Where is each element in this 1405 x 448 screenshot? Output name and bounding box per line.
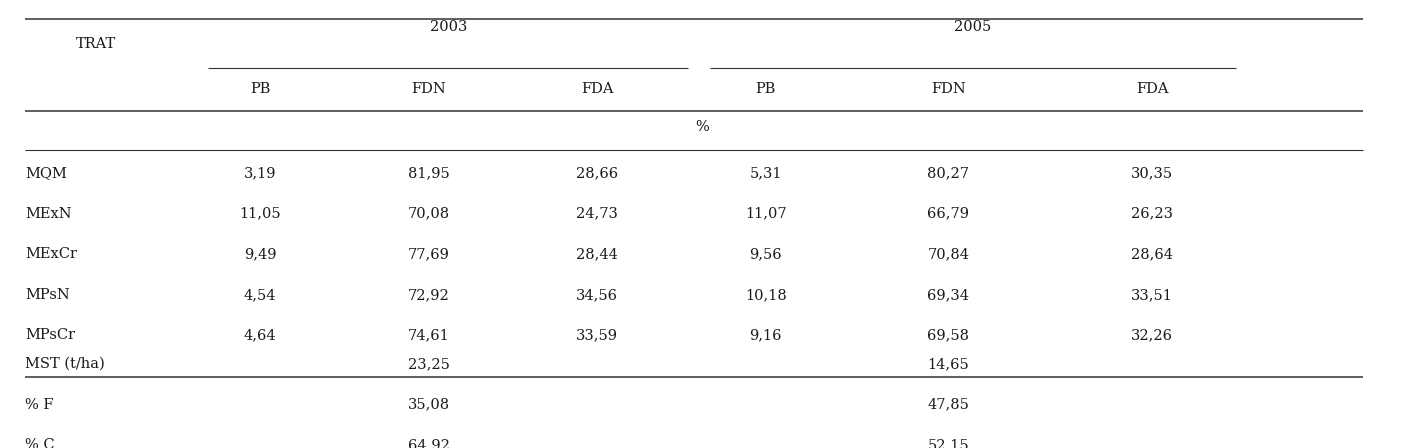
Text: 66,79: 66,79: [927, 207, 969, 221]
Text: 23,25: 23,25: [407, 357, 450, 371]
Text: 10,18: 10,18: [745, 288, 787, 302]
Text: 9,49: 9,49: [243, 247, 277, 261]
Text: % F: % F: [25, 398, 53, 412]
Text: 70,84: 70,84: [927, 247, 969, 261]
Text: PB: PB: [250, 82, 270, 96]
Text: 11,05: 11,05: [239, 207, 281, 221]
Text: 33,59: 33,59: [576, 328, 618, 342]
Text: MExN: MExN: [25, 207, 72, 221]
Text: 4,54: 4,54: [243, 288, 277, 302]
Text: FDA: FDA: [1135, 82, 1169, 96]
Text: 2005: 2005: [954, 21, 992, 34]
Text: MQM: MQM: [25, 166, 67, 180]
Text: 26,23: 26,23: [1131, 207, 1173, 221]
Text: 5,31: 5,31: [749, 166, 783, 180]
Text: %: %: [695, 120, 710, 134]
Text: 80,27: 80,27: [927, 166, 969, 180]
Text: 69,34: 69,34: [927, 288, 969, 302]
Text: TRAT: TRAT: [76, 37, 115, 52]
Text: 47,85: 47,85: [927, 398, 969, 412]
Text: 77,69: 77,69: [407, 247, 450, 261]
Text: 52,15: 52,15: [927, 438, 969, 448]
Text: 69,58: 69,58: [927, 328, 969, 342]
Text: FDN: FDN: [412, 82, 445, 96]
Text: 3,19: 3,19: [243, 166, 277, 180]
Text: 4,64: 4,64: [243, 328, 277, 342]
Text: 34,56: 34,56: [576, 288, 618, 302]
Text: 81,95: 81,95: [407, 166, 450, 180]
Text: 2003: 2003: [430, 21, 466, 34]
Text: MST (t/ha): MST (t/ha): [25, 357, 105, 371]
Text: 11,07: 11,07: [745, 207, 787, 221]
Text: FDA: FDA: [580, 82, 614, 96]
Text: 33,51: 33,51: [1131, 288, 1173, 302]
Text: 9,16: 9,16: [749, 328, 783, 342]
Text: FDN: FDN: [932, 82, 965, 96]
Text: 28,44: 28,44: [576, 247, 618, 261]
Text: MExCr: MExCr: [25, 247, 77, 261]
Text: 14,65: 14,65: [927, 357, 969, 371]
Text: 24,73: 24,73: [576, 207, 618, 221]
Text: MPsCr: MPsCr: [25, 328, 76, 342]
Text: 9,56: 9,56: [749, 247, 783, 261]
Text: 72,92: 72,92: [407, 288, 450, 302]
Text: PB: PB: [756, 82, 776, 96]
Text: 64,92: 64,92: [407, 438, 450, 448]
Text: 28,64: 28,64: [1131, 247, 1173, 261]
Text: 70,08: 70,08: [407, 207, 450, 221]
Text: 74,61: 74,61: [407, 328, 450, 342]
Text: % C: % C: [25, 438, 55, 448]
Text: 28,66: 28,66: [576, 166, 618, 180]
Text: MPsN: MPsN: [25, 288, 70, 302]
Text: 35,08: 35,08: [407, 398, 450, 412]
Text: 32,26: 32,26: [1131, 328, 1173, 342]
Text: 30,35: 30,35: [1131, 166, 1173, 180]
